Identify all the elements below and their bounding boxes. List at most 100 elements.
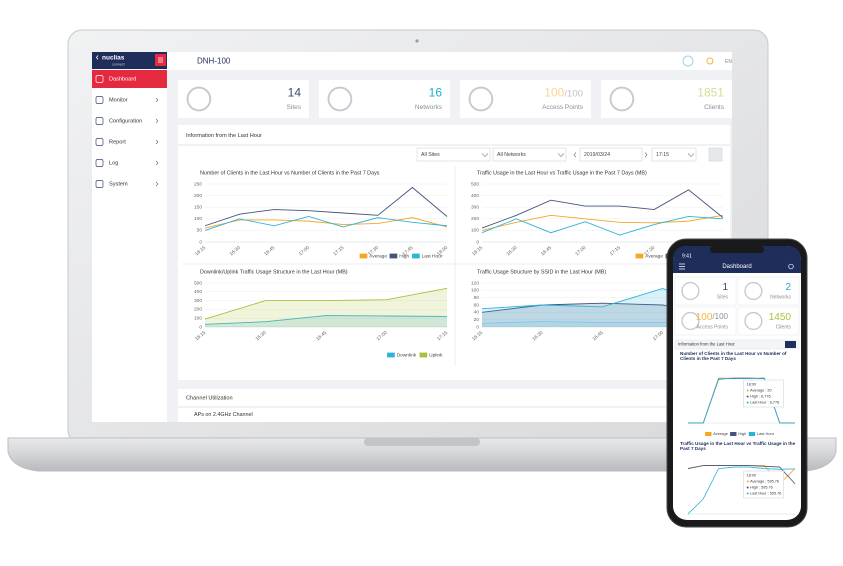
stat-total: /100 <box>712 312 728 321</box>
stat-label: Clients <box>704 104 725 111</box>
y-tick-label: 100 <box>471 288 479 294</box>
channel-title: Channel Utilization <box>186 395 233 401</box>
series-area <box>205 288 447 327</box>
nav-item[interactable]: Dashboard <box>109 76 136 82</box>
stat-icon <box>681 311 700 331</box>
logo-name: nuclias <box>102 55 125 62</box>
calendar-button <box>708 147 723 162</box>
chart-title: Number of Clients in the Last Hour vs Nu… <box>680 351 787 362</box>
stat-label: Networks <box>415 104 443 111</box>
stat-value: 1 <box>722 282 728 293</box>
menu-icon <box>158 57 163 63</box>
share-icon[interactable] <box>706 57 714 65</box>
stat-card <box>178 80 309 118</box>
chart-title: Traffic Usage Structure by SSID in the L… <box>477 269 606 275</box>
channel-subtitle: APs on 2.4GHz Channel <box>194 412 253 418</box>
series-line <box>204 287 448 320</box>
filter-box[interactable] <box>416 147 491 162</box>
stat-value: 14 <box>288 86 302 100</box>
series-area <box>205 315 447 327</box>
logo-tag: connect <box>112 62 125 66</box>
nav-icon <box>95 117 104 125</box>
refresh-icon <box>788 263 794 270</box>
chart-title: Traffic Usage in the Last Hour vs Traffi… <box>477 170 647 176</box>
tooltip-dot <box>746 401 749 404</box>
legend-label: High <box>738 431 746 436</box>
stat-icon <box>468 86 494 112</box>
tooltip-dot <box>746 486 749 489</box>
legend-label: Last Hour <box>757 431 775 436</box>
y-tick-label: 150 <box>194 204 202 210</box>
stat-card <box>319 80 450 118</box>
y-tick-label: 100 <box>194 216 202 222</box>
stat-number: 100 <box>696 312 713 323</box>
legend-label: Uplink <box>429 352 443 358</box>
legend-label: Average <box>369 253 387 259</box>
series-line <box>687 466 796 515</box>
stat-label: Access Points <box>697 324 729 330</box>
y-tick-label: 200 <box>194 307 202 313</box>
stat-icon <box>744 311 763 331</box>
nav-item[interactable]: System <box>109 181 128 187</box>
filter-box[interactable] <box>579 147 643 162</box>
y-tick-label: 250 <box>194 181 202 187</box>
logo-bar <box>92 52 167 69</box>
legend-swatch <box>389 253 398 259</box>
phone-notch <box>710 246 764 253</box>
series-line <box>481 216 724 236</box>
nav-icon <box>95 96 104 104</box>
filter-caret <box>687 153 695 157</box>
y-tick-label: 200 <box>471 216 479 222</box>
legend-swatch <box>705 432 712 436</box>
phone-search[interactable] <box>785 341 796 348</box>
nav-item[interactable]: Log <box>109 160 118 166</box>
tooltip-line: High : 6,776 <box>750 395 770 399</box>
stat-icon <box>681 281 700 301</box>
stat-label: Access Points <box>542 104 584 111</box>
legend-swatch <box>412 253 420 259</box>
filter-caret <box>481 153 489 157</box>
stat-number: 16 <box>429 86 443 100</box>
legend-swatch <box>730 432 737 436</box>
tooltip-dot <box>746 492 749 495</box>
legend-swatch <box>748 432 756 436</box>
stat-value: 1450 <box>769 312 792 323</box>
page-title: DNH-100 <box>197 57 231 66</box>
phone-panel-title: Information from the Last Hour <box>678 342 735 347</box>
y-tick-label: 400 <box>471 193 479 199</box>
chart-title-box: Traffic Usage in the Last Hour vs Traffi… <box>680 441 795 451</box>
phone-header <box>673 246 801 273</box>
filter-box[interactable] <box>492 147 567 162</box>
y-tick-label: 40 <box>474 310 480 316</box>
y-tick-label: 0 <box>199 324 202 330</box>
nav-item[interactable]: Monitor <box>109 97 128 103</box>
stat-label: Sites <box>717 294 729 300</box>
stat-card <box>674 276 737 306</box>
phone-panel-bar <box>674 339 800 350</box>
stat-card <box>674 306 737 336</box>
camera <box>415 39 419 43</box>
filter-box[interactable] <box>651 147 697 162</box>
legend-label: Average <box>645 253 663 259</box>
nav-item[interactable]: Configuration <box>109 118 142 124</box>
legend-label: High <box>399 253 409 259</box>
chart-title: Downlink/Uplink Traffic Usage Structure … <box>200 269 348 275</box>
tooltip-dot <box>746 395 749 398</box>
stat-value: 1851 <box>697 86 724 100</box>
language: EN <box>725 59 732 65</box>
series-line <box>204 315 448 325</box>
tooltip <box>743 379 784 408</box>
stat-card <box>601 80 732 118</box>
y-tick-label: 60 <box>474 302 480 308</box>
nav-chevron <box>155 139 159 145</box>
stat-label: Sites <box>287 104 302 111</box>
y-tick-label: 300 <box>194 298 202 304</box>
user-icon[interactable] <box>682 55 694 67</box>
series-line <box>204 216 448 231</box>
nav-active <box>92 70 167 88</box>
filter-time: 17:15 <box>656 152 669 158</box>
nav-item[interactable]: Report <box>109 139 126 145</box>
y-tick-label: 200 <box>194 193 202 199</box>
y-tick-label: 100 <box>471 228 479 234</box>
